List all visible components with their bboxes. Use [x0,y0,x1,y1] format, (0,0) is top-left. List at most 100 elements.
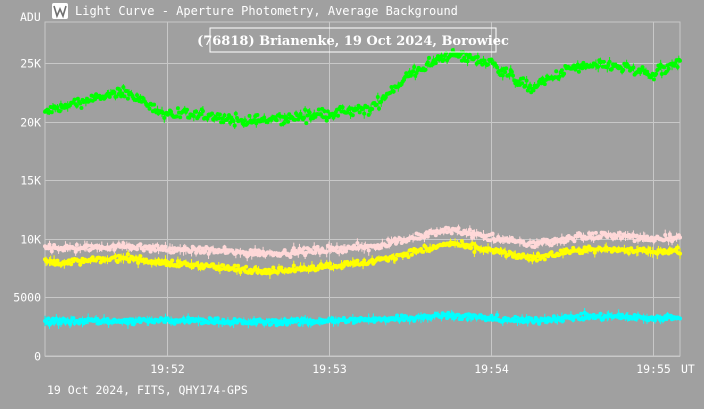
data-point [253,248,258,253]
data-point [486,62,490,67]
data-point [69,262,74,267]
data-point [191,114,196,118]
data-point [242,118,247,123]
data-point [121,85,126,90]
data-point [169,109,174,114]
x-tick-label: 19:55 [636,362,671,376]
data-point [620,235,625,240]
light-curve-app-icon[interactable] [52,3,68,19]
data-point [187,320,192,325]
data-point [74,103,79,108]
data-point [521,76,526,81]
data-point [536,83,540,88]
data-point [557,74,562,79]
chart-title-group: (76818) Brianenke, 19 Oct 2024, Borowiec [197,27,509,53]
x-axis-label: UT [681,362,695,376]
data-point [395,313,400,318]
data-point [334,245,339,250]
series-0 [43,47,682,129]
data-point [48,321,53,326]
data-point [236,263,241,268]
data-point [571,317,576,322]
data-point [465,317,470,322]
data-point [225,116,230,121]
data-point [124,89,129,93]
data-point [377,106,381,111]
data-point [138,254,143,259]
data-point [235,116,239,120]
data-point [336,113,341,118]
data-point [206,320,211,325]
data-point [222,245,227,250]
data-point [533,254,538,259]
data-point [596,64,601,69]
window-title: Light Curve - Aperture Photometry, Avera… [75,4,458,18]
chart-title: (76818) Brianenke, 19 Oct 2024, Borowiec [197,34,509,49]
data-point [355,258,360,263]
data-point [421,249,426,254]
data-point [174,114,179,119]
data-point [135,93,139,98]
data-point [597,314,602,319]
data-point [220,116,225,121]
data-point [47,242,52,247]
data-point [296,117,301,122]
data-point [90,255,95,260]
data-point [74,242,79,247]
data-point [394,256,398,261]
data-point [141,248,146,253]
data-point [291,246,296,251]
data-point [239,117,244,122]
data-point [365,105,370,110]
data-point [228,120,233,125]
data-point [219,267,224,272]
data-point [678,58,682,63]
data-point [617,230,622,235]
data-point [673,61,678,66]
data-point [593,230,598,235]
data-point [524,78,529,83]
data-point [353,262,358,267]
data-point [357,110,362,115]
window-title-bar: Light Curve - Aperture Photometry, Avera… [0,0,704,26]
series-1 [43,224,682,262]
data-point [572,239,577,244]
data-point [156,258,161,263]
data-point [513,314,518,319]
data-point [591,312,596,317]
data-point [598,311,603,316]
data-point [675,245,680,250]
data-point [152,102,157,107]
data-point [199,262,204,267]
data-point [464,52,469,57]
data-point [659,72,664,76]
data-point [489,57,494,62]
data-point [482,314,487,319]
data-point [55,105,60,110]
data-point [198,112,203,117]
data-point [313,250,318,255]
data-point [115,260,120,264]
data-point [562,71,567,76]
data-point [72,97,77,102]
y-tick-label: 20K [20,116,41,130]
data-point [362,111,367,116]
data-point [553,236,557,241]
data-point [328,261,333,266]
data-point [579,311,584,316]
data-point [71,316,76,321]
data-point [559,68,564,73]
data-point [545,237,550,242]
data-point [288,255,293,259]
data-point [549,250,554,255]
data-point [319,112,323,117]
data-point [375,95,380,99]
data-point [302,246,306,251]
data-point [590,231,595,236]
data-point [185,107,189,112]
data-point [678,316,682,321]
data-point [311,264,316,269]
data-point [175,106,180,111]
data-point [470,235,475,240]
